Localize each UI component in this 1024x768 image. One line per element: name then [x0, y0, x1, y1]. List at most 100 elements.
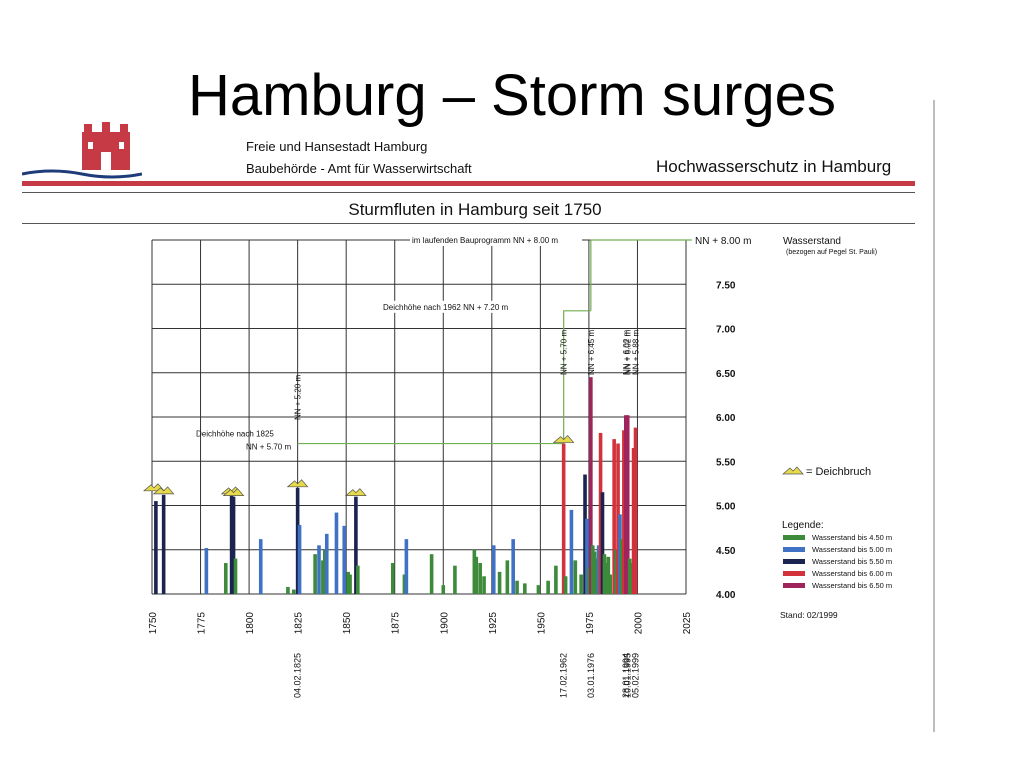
- surge-bar: [622, 430, 626, 594]
- breach-shape: [344, 488, 367, 496]
- surge-bar: [161, 494, 166, 594]
- chart-title: Sturmfluten in Hamburg seit 1750: [348, 200, 602, 219]
- surge-bar: [594, 558, 599, 594]
- x-tick-label: 1775: [197, 612, 208, 635]
- peak-label: NN + 5.20 m: [294, 375, 303, 420]
- surge-bar: [563, 576, 568, 594]
- surge-bar: [324, 533, 329, 594]
- breach-marker-icon: [222, 488, 245, 496]
- surge-bar: [631, 447, 636, 594]
- date-label: 28.01.1994: [621, 653, 631, 698]
- breach-marker-icon: [152, 486, 175, 495]
- slide-title: Hamburg – Storm surges: [188, 63, 836, 128]
- dike-label-current: im laufenden Bauprogramm NN + 8.00 m: [412, 236, 558, 245]
- surge-bar: [229, 494, 234, 594]
- y-tick-label: 7.00: [716, 325, 736, 336]
- dike-label-bg: [410, 234, 582, 246]
- header-red-rule: [22, 181, 915, 186]
- surge-bar: [505, 560, 510, 594]
- breach-marker-icon: [344, 488, 367, 496]
- peak-label: NN + 5.88 m: [632, 330, 641, 375]
- legend-label: Wasserstand bis 5.00 m: [812, 545, 892, 554]
- surge-bar: [295, 487, 300, 594]
- breach-marker-icon: [286, 479, 309, 488]
- surge-bar: [478, 563, 482, 594]
- dike-label-1825: Deichhöhe nach 1825: [196, 430, 274, 439]
- legend-swatch: [783, 535, 805, 540]
- y-tick-label: 7.50: [716, 280, 736, 291]
- surge-bar: [587, 567, 591, 594]
- x-tick-label: 1875: [391, 612, 402, 635]
- stand-label: Stand: 02/1999: [780, 610, 838, 620]
- y-tick-label: NN + 8.00 m: [695, 236, 751, 247]
- surge-bar: [291, 589, 296, 594]
- surge-bar: [323, 549, 327, 594]
- slide-frame-line: [933, 100, 935, 732]
- surge-bar: [321, 560, 325, 594]
- x-tick-label: 2000: [633, 612, 644, 635]
- surge-bar: [402, 574, 407, 594]
- date-label: 03.01.1976: [586, 653, 596, 698]
- surge-bar: [286, 586, 290, 594]
- surge-bar: [334, 512, 339, 594]
- peak-label: NN + 5.70 m: [560, 330, 569, 375]
- surge-bar: [474, 556, 479, 594]
- header-thin-rule: [22, 192, 915, 193]
- surge-bar: [497, 571, 502, 594]
- header-line-1: Freie und Hansestadt Hamburg: [246, 139, 428, 154]
- surge-bar: [523, 583, 527, 594]
- surge-bar: [515, 580, 519, 594]
- hamburg-coat-of-arms-icon: [22, 122, 142, 179]
- surge-bar: [633, 427, 638, 594]
- surge-bar: [579, 574, 583, 594]
- surge-bar: [429, 554, 434, 594]
- surge-bar: [592, 551, 597, 594]
- surge-bar: [608, 574, 613, 594]
- breach-legend-label: = Deichbruch: [806, 466, 871, 478]
- dike-label-1825-value: NN + 5.70 m: [246, 443, 291, 452]
- surge-bar: [348, 574, 352, 594]
- surge-bar: [618, 514, 622, 594]
- chart-legend: = Deichbruch Legende: Wasserstand bis 4.50…: [780, 466, 892, 620]
- surge-bar: [616, 443, 620, 594]
- dike-label-1962: Deichhöhe nach 1962 NN + 7.20 m: [383, 303, 509, 312]
- dike-height-lines: [297, 234, 692, 445]
- surge-bar: [354, 496, 358, 594]
- surge-bar: [596, 545, 601, 594]
- y-axis-note: (bezogen auf Pegel St. Pauli): [786, 249, 877, 256]
- y-tick-label: 4.00: [716, 590, 736, 601]
- breach-marker-icon: [552, 435, 575, 443]
- chart-labels: 1750 1775 1800 1825 1850 1875 1900 1925 1950 1975…: [148, 236, 877, 698]
- surge-bar: [453, 565, 457, 594]
- surge-bar: [614, 549, 618, 594]
- surge-bar: [624, 415, 628, 594]
- surge-bar: [629, 563, 634, 594]
- surge-bar: [404, 539, 409, 594]
- surge-bar: [606, 556, 611, 594]
- legend-swatch: [783, 559, 805, 564]
- dike-height-line: [563, 310, 591, 444]
- breach-shape: [782, 466, 804, 475]
- legend-swatch: [783, 547, 805, 552]
- surge-bar: [441, 585, 446, 594]
- peak-label: NN + 6.02 m: [622, 330, 631, 375]
- legend-label: Wasserstand bis 6.00 m: [812, 569, 892, 578]
- breach-shape: [152, 486, 175, 495]
- x-tick-label: 2025: [682, 612, 693, 635]
- surge-bar: [231, 496, 236, 594]
- surge-bar: [536, 585, 541, 594]
- surge-bar: [627, 558, 632, 594]
- surge-bar: [569, 509, 574, 594]
- header-line-2: Baubehörde - Amt für Wasserwirtschaft: [246, 161, 472, 176]
- breach-marker-icon: [782, 466, 804, 475]
- y-tick-label: 6.00: [716, 413, 736, 424]
- peak-label: NN + 6.02 m: [624, 330, 633, 375]
- surge-bar: [258, 539, 263, 594]
- breach-shape: [222, 488, 245, 496]
- surge-bar: [583, 474, 587, 594]
- surge-bar: [233, 558, 238, 594]
- date-label: 10.01.1995: [623, 653, 633, 698]
- surge-bar: [612, 439, 616, 594]
- y-axis-label: Wasserstand: [783, 236, 841, 247]
